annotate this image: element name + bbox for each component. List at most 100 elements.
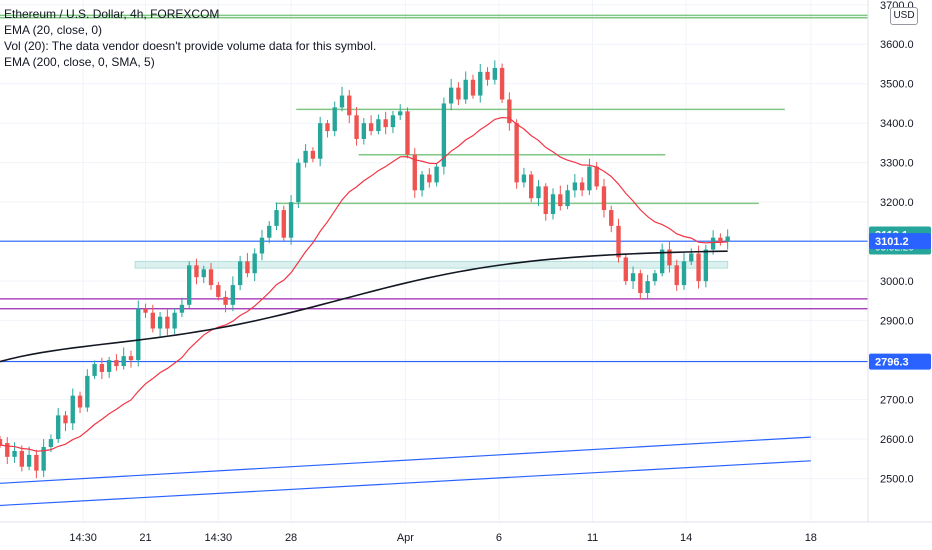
- price-tick-label: 2600.0: [880, 434, 914, 446]
- time-scale-bg: [0, 522, 932, 550]
- candle-body: [288, 202, 294, 238]
- candle-body: [383, 119, 388, 128]
- candle-body: [252, 253, 257, 274]
- candle-body: [143, 308, 148, 313]
- ema20-line: [0, 116, 728, 452]
- candle-body: [99, 364, 105, 372]
- time-tick-label: 6: [496, 532, 502, 544]
- price-scale-bg: [868, 0, 932, 522]
- candle-body: [507, 99, 512, 124]
- candle-body: [230, 285, 236, 305]
- candle-body: [550, 194, 556, 215]
- candle-body: [609, 210, 614, 226]
- time-tick-label: 11: [587, 532, 598, 544]
- candle-body: [681, 261, 687, 286]
- candle-body: [194, 265, 199, 278]
- candle-body: [703, 249, 709, 282]
- candle-body: [718, 237, 723, 242]
- candle-body: [245, 261, 250, 274]
- candle-body: [274, 210, 279, 226]
- candle-body: [579, 182, 585, 191]
- candle-body: [85, 375, 90, 408]
- candle-body: [317, 123, 323, 159]
- candle-body: [492, 67, 497, 80]
- candle-body: [543, 186, 548, 215]
- candle-body: [659, 249, 665, 274]
- time-tick-label: 21: [139, 532, 151, 544]
- candle-body: [376, 119, 381, 132]
- candle-body: [499, 67, 505, 100]
- candle-body: [710, 237, 716, 250]
- candle-body: [470, 79, 476, 96]
- price-tick-label: 3700.0: [880, 0, 914, 12]
- candle-body: [478, 71, 483, 96]
- candle-body: [150, 312, 155, 329]
- candle-body: [427, 174, 432, 183]
- candle-body: [361, 123, 367, 139]
- candle-body: [565, 190, 570, 207]
- volume-legend[interactable]: Vol (20): The data vendor doesn't provid…: [4, 39, 377, 53]
- candle-body: [587, 166, 592, 191]
- candle-body: [12, 450, 17, 457]
- candle-body: [485, 71, 490, 80]
- candle-body: [347, 95, 352, 116]
- price-tick-label: 2500.0: [880, 474, 914, 486]
- candle-body: [354, 115, 359, 139]
- candle-body: [594, 166, 599, 187]
- candle-body: [405, 111, 410, 155]
- candle-body: [56, 415, 61, 440]
- candle-body: [623, 257, 628, 282]
- candle-body: [463, 79, 468, 100]
- candle-body: [121, 356, 126, 367]
- candle-body: [652, 273, 658, 282]
- price-tick-label: 3600.0: [880, 39, 914, 51]
- price-label-text: 3101.2: [875, 236, 909, 248]
- chart-legend: Ethereum / U.S. Dollar, 4h, FOREXCOM EMA…: [4, 6, 376, 70]
- candle-body: [419, 174, 425, 191]
- price-tick-label: 3400.0: [880, 118, 914, 130]
- candle-body: [572, 182, 578, 191]
- time-axis[interactable]: 14:30 21 14:30 28 Apr 6 11 14 18: [69, 532, 817, 544]
- ema-lines: [0, 116, 728, 452]
- candle-body: [70, 395, 75, 424]
- candle-body: [325, 123, 330, 132]
- candle-body: [368, 123, 374, 132]
- price-tick-label: 2700.0: [880, 395, 914, 407]
- zone-rect: [134, 260, 729, 269]
- zones: [134, 260, 729, 269]
- candle-body: [267, 225, 272, 238]
- time-tick-label: 14: [680, 532, 692, 544]
- candle-body: [536, 186, 541, 199]
- candle-body: [223, 296, 228, 305]
- candle-body: [398, 111, 403, 116]
- price-tick-label: 2900.0: [880, 316, 914, 328]
- time-tick-label: 28: [285, 532, 297, 544]
- time-tick-label: 18: [805, 532, 817, 544]
- candle-body: [157, 316, 163, 329]
- candle-body: [19, 450, 25, 467]
- candle-body: [216, 285, 221, 297]
- candle-body: [106, 360, 112, 372]
- candle-body: [696, 253, 701, 282]
- candles: [0, 60, 730, 479]
- candle-body: [456, 87, 461, 100]
- time-tick-label: 14:30: [69, 532, 97, 544]
- candle-body: [41, 446, 46, 471]
- ema200-legend[interactable]: EMA (200, close, 0, SMA, 5): [4, 55, 155, 69]
- candle-body: [165, 316, 170, 329]
- candle-body: [26, 454, 32, 467]
- currency-button[interactable]: USD: [890, 7, 918, 25]
- candle-body: [201, 269, 206, 278]
- candle-body: [514, 123, 519, 183]
- candle-body: [128, 356, 134, 361]
- candle-body: [310, 150, 316, 159]
- ema200-line: [0, 250, 728, 363]
- candle-body: [638, 273, 643, 293]
- ema20-legend[interactable]: EMA (20, close, 0): [4, 23, 103, 37]
- candle-body: [689, 253, 694, 262]
- horizontal-lines: [0, 14, 868, 507]
- symbol-title[interactable]: Ethereum / U.S. Dollar, 4h, FOREXCOM: [4, 7, 220, 21]
- price-label-bg: [869, 233, 931, 250]
